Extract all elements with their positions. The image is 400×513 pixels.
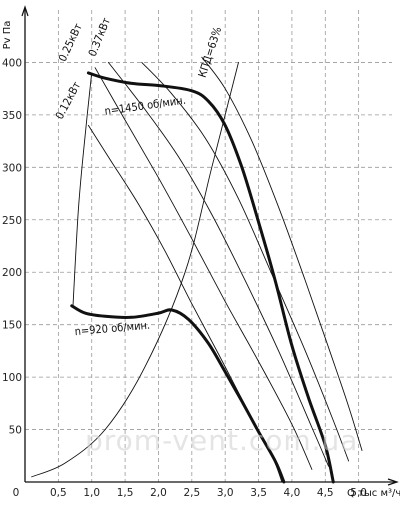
y-tick-label-2: 150 — [2, 320, 22, 332]
series-line-5 — [141, 61, 350, 462]
series-line-2 — [87, 124, 283, 483]
x-tick-label-10: 5,0 — [350, 487, 367, 499]
x-tick-label-6: 3,0 — [217, 487, 234, 499]
x-axis-title: Q тыс м³/ч — [347, 488, 400, 499]
y-tick-label-3: 200 — [2, 267, 22, 279]
y-tick-label-5: 300 — [2, 162, 22, 174]
series-line-6 — [201, 56, 363, 451]
curves — [31, 56, 363, 484]
annotation-label-1: 0.37кВт — [86, 16, 113, 59]
annotation-label-2: 0.25кВт — [56, 21, 85, 63]
x-tick-label-8: 4,0 — [284, 487, 301, 499]
series-line-0 — [86, 71, 335, 484]
y-tick-label-4: 250 — [2, 215, 22, 227]
x-axis-arrow — [387, 478, 399, 486]
y-axis-arrow — [21, 5, 29, 17]
y-tick-label-6: 350 — [2, 110, 22, 122]
x-tick-label-2: 1,0 — [83, 487, 100, 499]
series-line-1 — [70, 304, 286, 484]
axes — [21, 5, 399, 486]
grid — [25, 10, 392, 482]
series-line-7 — [72, 72, 93, 307]
watermark: prom-vent.com.ua — [85, 424, 358, 457]
series-line-8 — [31, 61, 239, 478]
x-tick-label-1: 0,5 — [50, 487, 67, 499]
x-tick-label-5: 2,5 — [183, 487, 200, 499]
y-axis-title: Pv Па — [2, 21, 13, 50]
series-line-4 — [107, 61, 330, 467]
annotation-label-6: КПД=63% — [196, 25, 225, 79]
x-tick-label-3: 1,5 — [117, 487, 134, 499]
annotation-label-7: n=1450 об/мин. — [104, 94, 187, 118]
x-tick-label-4: 2,0 — [150, 487, 167, 499]
annotation-label-8: n=920 об/мин. — [74, 319, 150, 339]
series-line-3 — [94, 67, 313, 470]
x-tick-label-0: 0 — [13, 487, 20, 499]
y-tick-label-0: 50 — [9, 425, 22, 437]
y-tick-label-1: 100 — [2, 372, 22, 384]
x-tick-label-9: 4,5 — [317, 487, 334, 499]
y-tick-label-7: 400 — [2, 57, 22, 69]
x-tick-label-7: 3,5 — [250, 487, 267, 499]
